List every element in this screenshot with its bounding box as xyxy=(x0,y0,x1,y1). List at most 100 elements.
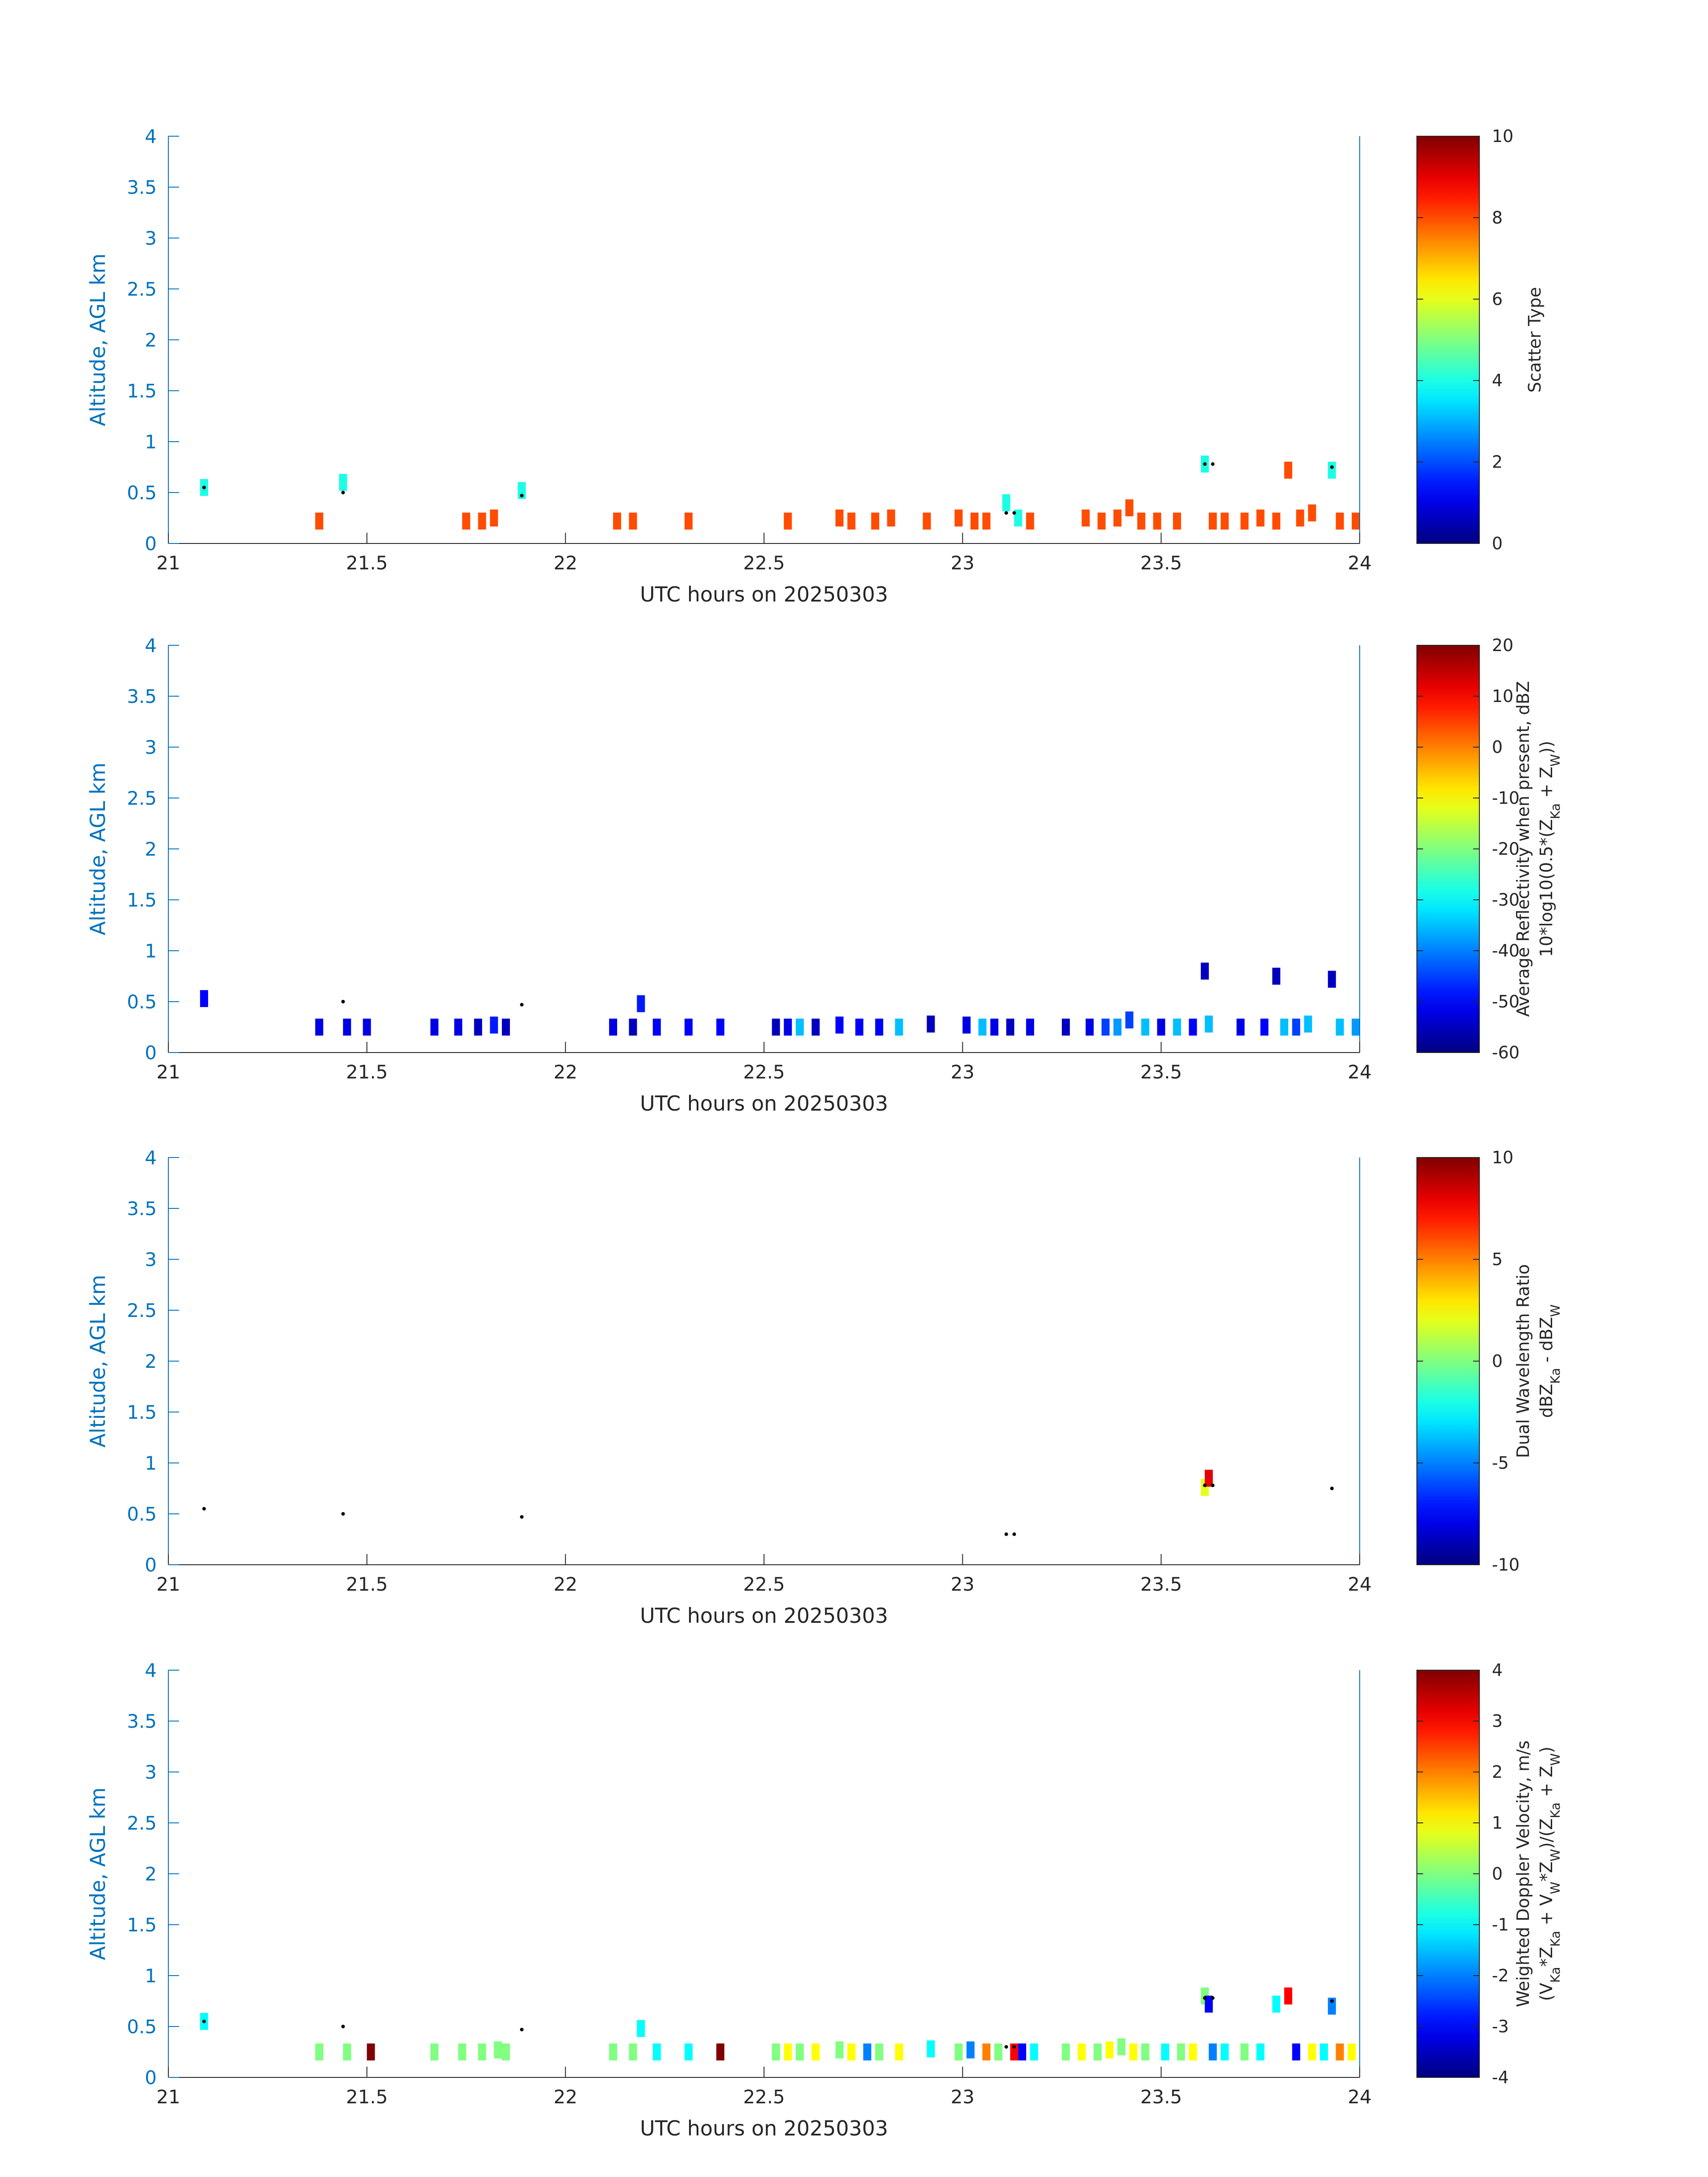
x-tick-label: 21 xyxy=(156,552,180,574)
data-cell xyxy=(343,1019,351,1036)
y-tick-label: 3 xyxy=(145,1249,157,1270)
data-marker xyxy=(1012,511,1016,515)
y-tick-label: 1.5 xyxy=(127,1914,157,1936)
x-tick-label: 21 xyxy=(156,1061,180,1083)
data-cell xyxy=(478,2043,486,2060)
colorbar-tick-label: -10 xyxy=(1492,788,1520,808)
data-cell xyxy=(887,510,895,526)
y-tick-label: 4 xyxy=(145,1147,157,1169)
colorbar-tick-label: 6 xyxy=(1492,289,1503,309)
data-cell xyxy=(1077,2043,1086,2060)
y-tick-label: 1.5 xyxy=(127,889,157,911)
colorbar xyxy=(1416,645,1480,1053)
colorbar-tick-label: 0 xyxy=(1492,1351,1503,1371)
data-cell xyxy=(875,1019,883,1036)
data-cell xyxy=(847,2043,856,2060)
data-marker xyxy=(1004,2045,1008,2049)
data-cell xyxy=(1129,2043,1138,2060)
colorbar-tick-label: -20 xyxy=(1492,839,1520,859)
x-tick-label: 23.5 xyxy=(1140,1573,1182,1595)
colorbar-tick-label: 1 xyxy=(1492,1813,1503,1833)
y-tick-label: 2 xyxy=(145,329,157,351)
data-cell xyxy=(1201,962,1209,980)
colorbar-tick-label: 10 xyxy=(1492,1148,1513,1167)
data-cell xyxy=(847,512,856,530)
data-cell xyxy=(1272,968,1281,985)
data-cell xyxy=(895,1019,903,1036)
y-tick-label: 2 xyxy=(145,838,157,860)
data-cell xyxy=(1240,2043,1249,2060)
data-marker xyxy=(1203,462,1207,466)
data-cell xyxy=(462,512,470,530)
data-cell xyxy=(629,2043,637,2060)
x-tick-label: 21.5 xyxy=(346,1573,388,1595)
data-cell xyxy=(796,1019,804,1036)
y-tick-label: 0.5 xyxy=(127,482,157,504)
y-tick-label: 2 xyxy=(145,1863,157,1885)
data-cell xyxy=(970,512,979,530)
data-cell xyxy=(962,1016,971,1034)
data-cell xyxy=(1018,2043,1027,2060)
data-cell xyxy=(784,1019,792,1036)
data-cell xyxy=(1280,1019,1289,1036)
x-tick-label: 21 xyxy=(156,1573,180,1595)
colorbar-tick-label: 2 xyxy=(1492,452,1503,472)
data-cell xyxy=(343,2043,351,2060)
data-cell xyxy=(1336,1019,1344,1036)
data-cell xyxy=(1173,1019,1181,1036)
x-tick-label: 21.5 xyxy=(346,1061,388,1083)
colorbar-tick-label: 2 xyxy=(1492,1762,1503,1782)
y-tick-label: 1 xyxy=(145,1452,157,1474)
data-marker xyxy=(520,1003,524,1007)
y-tick-label: 3.5 xyxy=(127,176,157,198)
data-cell xyxy=(1336,2043,1344,2060)
x-tick-label: 23 xyxy=(951,1573,974,1595)
data-cell xyxy=(835,2041,844,2059)
data-cell xyxy=(1208,512,1217,530)
x-tick-label: 22.5 xyxy=(743,2086,785,2108)
data-cell xyxy=(1113,1019,1122,1036)
data-cell xyxy=(1220,512,1229,530)
data-cell xyxy=(811,1019,820,1036)
x-axis-label: UTC hours on 20250303 xyxy=(640,1091,888,1116)
data-cell xyxy=(1205,1470,1213,1487)
panel-4: 21 21.5 22 22.5 23 23.5 2400.511.522.533.54UTC… xyxy=(86,1659,1563,2140)
data-marker xyxy=(520,2027,524,2031)
data-marker xyxy=(1012,2045,1016,2049)
y-tick-label: 2.5 xyxy=(127,787,157,809)
data-cell xyxy=(685,512,693,530)
data-cell xyxy=(1284,1987,1292,2005)
data-cell xyxy=(1014,510,1023,526)
data-cell xyxy=(1236,1019,1245,1036)
x-tick-label: 23 xyxy=(951,2086,974,2108)
y-tick-label: 3 xyxy=(145,227,157,249)
y-tick-label: 0.5 xyxy=(127,1503,157,1525)
data-marker xyxy=(202,2019,206,2023)
data-cell xyxy=(1082,510,1090,526)
colorbar-label: Average Reflectivity when present, dBZ xyxy=(1513,681,1533,1017)
data-cell xyxy=(637,2020,645,2037)
data-cell xyxy=(490,510,498,526)
data-cell xyxy=(1328,970,1336,988)
y-tick-label: 3.5 xyxy=(127,1198,157,1220)
data-cell xyxy=(1220,2043,1229,2060)
data-cell xyxy=(478,512,486,530)
data-cell xyxy=(1125,1011,1134,1029)
data-cell xyxy=(1026,512,1034,530)
y-axis-label: Altitude, AGL km xyxy=(86,762,110,935)
colorbar-tick-label: -2 xyxy=(1492,1966,1509,1985)
data-marker xyxy=(341,2025,345,2028)
panel-1: 21 21.5 22 22.5 23 23.5 2400.511.522.533.54UTC… xyxy=(86,125,1545,606)
x-axis-label: UTC hours on 20250303 xyxy=(640,582,888,606)
data-cell xyxy=(811,2043,820,2060)
data-cell xyxy=(1097,512,1106,530)
data-cell xyxy=(1272,1995,1281,2013)
colorbar-tick-label: -3 xyxy=(1492,2017,1509,2036)
data-cell xyxy=(339,474,347,491)
data-cell xyxy=(1006,1019,1015,1036)
colorbar-label: dBZKa - dBZW xyxy=(1537,1304,1563,1418)
colorbar-tick-label: -50 xyxy=(1492,992,1520,1011)
data-cell xyxy=(871,512,880,530)
data-cell xyxy=(784,2043,792,2060)
